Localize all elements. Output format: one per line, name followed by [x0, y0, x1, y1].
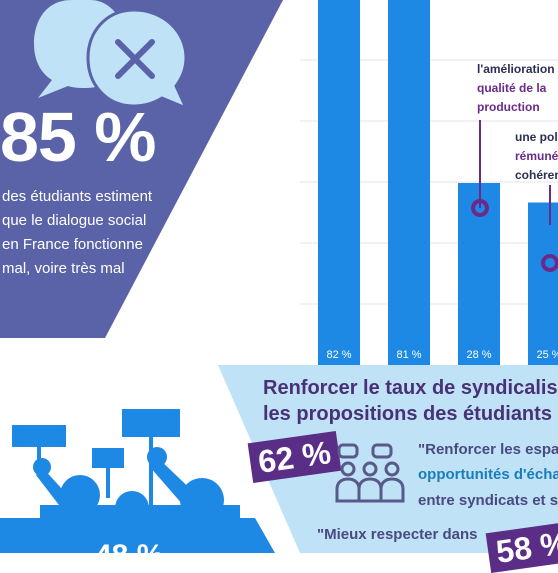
description-line-4: mal, voire très mal: [2, 260, 125, 277]
section-title-line-2: les propositions des étudiants: [263, 403, 552, 425]
bar-value-label-3: 28 %: [466, 349, 492, 361]
annotation-connectors: [471, 120, 558, 272]
annotation-2: une pol rémuné cohéren: [515, 128, 558, 185]
bar-value-label-4: 25 %: [536, 349, 558, 361]
annotation-2-line-1: une pol: [515, 130, 558, 144]
annotation-2-line-3: cohéren: [515, 168, 558, 182]
protest-crowd-icon: [12, 409, 240, 523]
bottom-left-band: [0, 518, 275, 553]
bar-1: [318, 0, 360, 365]
main-percentage: 85 %: [0, 98, 157, 176]
quote-1-line-2: opportunités d'échang: [418, 466, 558, 483]
chat-bubbles-x-icon: [34, 0, 189, 111]
people-group-icon: [335, 443, 405, 503]
bar-4: [528, 202, 558, 365]
quote-2-line-1: "Mieux respecter dans: [317, 526, 478, 543]
description-line-2: que le dialogue social: [2, 212, 147, 229]
annotation-2-line-2: rémuné: [515, 149, 558, 163]
quote-1-line-1: "Renforcer les espaces: [418, 441, 558, 458]
marker-ring-2: [541, 254, 558, 272]
bar-value-label-1: 82 %: [326, 349, 352, 361]
bar-chart: [300, 0, 558, 365]
bottom-right-panel: [218, 365, 558, 553]
marker-ring-1: [471, 199, 489, 217]
bar-2: [388, 0, 430, 365]
bottom-left-stat: 48 %: [95, 539, 164, 572]
description-line-3: en France fonctionne: [2, 236, 143, 253]
annotation-1: l'amélioration qualité de la production: [477, 60, 555, 117]
section-title-line-1: Renforcer le taux de syndicalisati: [263, 377, 558, 399]
annotation-1-line-1: l'amélioration: [477, 62, 555, 76]
quote-1-line-3: entre syndicats et sala: [418, 492, 558, 509]
bar-value-label-2: 81 %: [396, 349, 422, 361]
description-line-1: des étudiants estiment: [2, 188, 153, 205]
annotation-1-line-3: production: [477, 100, 540, 114]
annotation-1-line-2: qualité de la: [477, 81, 547, 95]
